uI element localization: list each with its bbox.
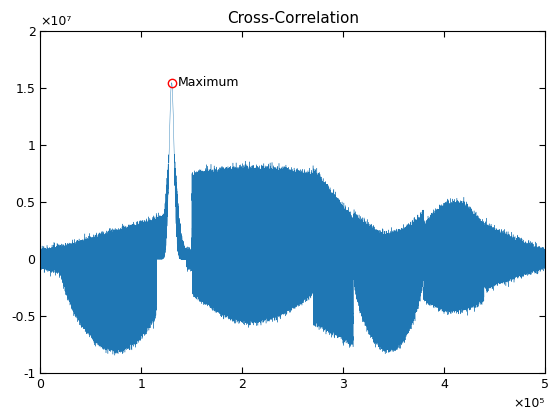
Text: ×10⁷: ×10⁷ xyxy=(40,15,72,28)
Title: Cross-Correlation: Cross-Correlation xyxy=(227,11,359,26)
Text: ×10⁵: ×10⁵ xyxy=(514,397,545,410)
Text: Maximum: Maximum xyxy=(178,76,239,89)
